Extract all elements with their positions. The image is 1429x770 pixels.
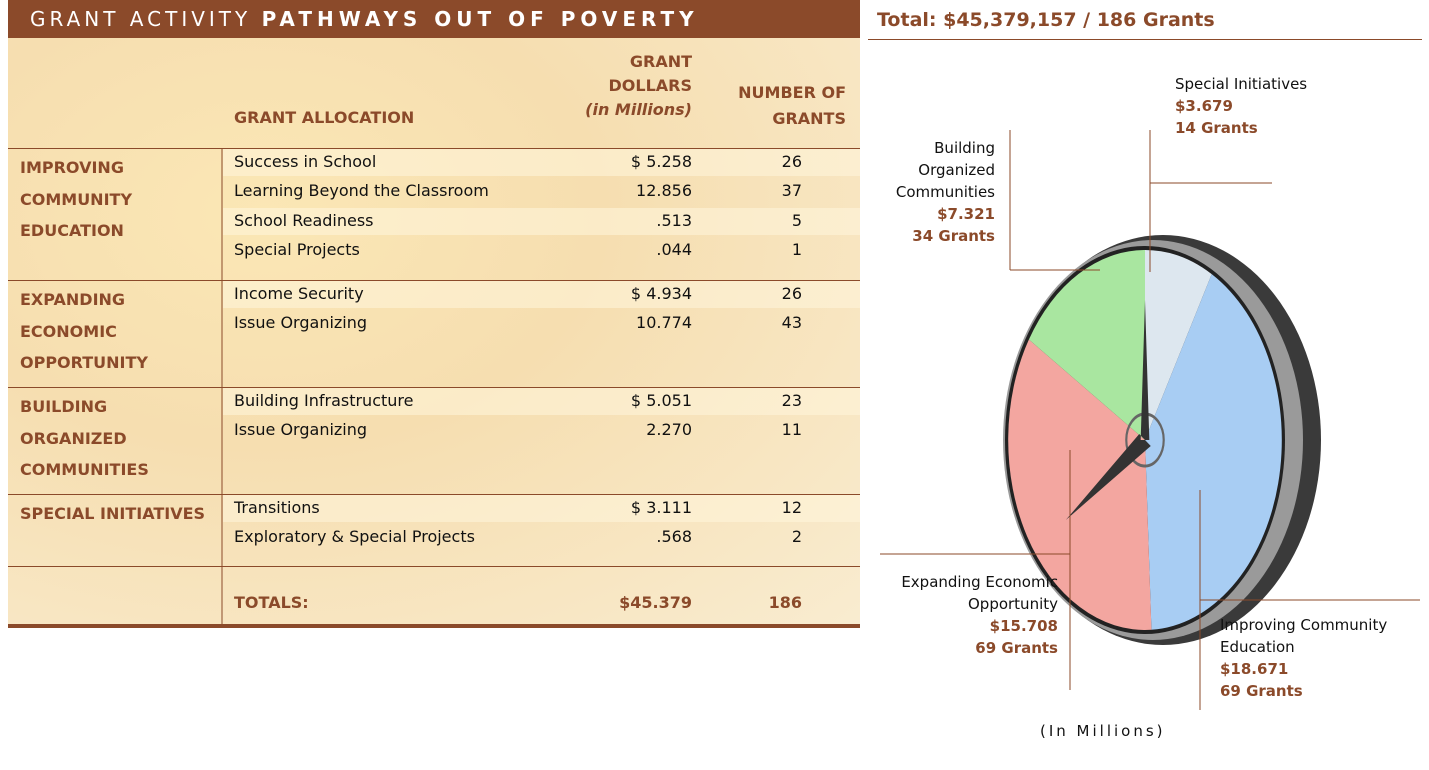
header-title: GRANT ACTIVITY PATHWAYS OUT OF POVERTY — [30, 7, 699, 31]
allocation: Exploratory & Special Projects — [234, 527, 475, 547]
grants: 26 — [781, 284, 802, 303]
slice-grants: 69 Grants — [975, 639, 1058, 657]
total: Total: $45,379,157 / 186 Grants — [877, 9, 1215, 31]
dollars: 2.270 — [646, 420, 692, 440]
title-bold: PATHWAYS OUT OF POVERTY — [261, 7, 699, 31]
pie-slice — [1145, 274, 1282, 630]
pie — [1008, 250, 1282, 630]
slice-category: Expanding Economic Opportunity — [901, 573, 1058, 613]
allocation: Issue Organizing — [234, 313, 368, 333]
slice-value: $15.708 — [989, 617, 1058, 635]
header-bar — [8, 0, 860, 38]
allocation: Success in School — [234, 152, 377, 171]
grants: 43 — [781, 313, 802, 333]
dollars: $ 3.111 — [630, 498, 692, 517]
dollars: $ 4.934 — [630, 284, 692, 303]
allocation: Special Projects — [234, 239, 360, 259]
allocation: Building Infrastructure — [234, 391, 414, 410]
row-stripe — [223, 207, 860, 235]
header-rule — [868, 39, 1422, 40]
compass-needle — [1065, 300, 1151, 520]
col-dollars: GRANT DOLLARS (in Millions) — [580, 50, 692, 122]
slice-category: Building Organized Communities — [895, 139, 995, 201]
table-background — [8, 38, 860, 624]
row-rule — [8, 387, 860, 388]
pie-slice — [1145, 250, 1212, 440]
group-label: BUILDING ORGANIZED COMMUNITIES — [20, 397, 149, 479]
grants: 26 — [781, 152, 802, 171]
title-light: GRANT ACTIVITY — [30, 7, 252, 31]
row-stripe — [223, 149, 860, 176]
slice-label: Expanding Economic Opportunity $15.708 69 … — [858, 571, 1058, 659]
row-rule — [8, 148, 860, 149]
grants: 1 — [791, 239, 802, 259]
allocation: School Readiness — [234, 210, 374, 230]
col-allocation: GRANT ALLOCATION — [234, 108, 415, 127]
pie-slice — [1028, 250, 1145, 440]
slice-label: Special Initiatives $3.679 14 Grants — [1175, 73, 1375, 139]
col-grants: NUMBER OF GRANTS — [738, 83, 846, 128]
dollars: .568 — [656, 527, 692, 547]
grants: 23 — [781, 391, 802, 410]
slice-label: Improving Community Education $18.671 69 G… — [1220, 614, 1420, 702]
row-stripe — [223, 495, 860, 522]
row-rule — [8, 280, 860, 281]
slice-category: Improving Community Education — [1220, 616, 1388, 656]
dollars: .513 — [656, 210, 692, 230]
dollars: 12.856 — [636, 181, 692, 201]
allocation: Income Security — [234, 284, 364, 303]
row-stripe — [223, 281, 860, 308]
grants: 2 — [791, 527, 802, 547]
group-label: SPECIAL INITIATIVES — [20, 504, 206, 523]
totals-dollars: $45.379 — [619, 593, 692, 612]
dollars: $ 5.258 — [630, 152, 692, 171]
grants: 11 — [781, 420, 802, 440]
dollars: $ 5.051 — [630, 391, 692, 410]
dollars: .044 — [656, 239, 692, 259]
slice-value: $3.679 — [1175, 97, 1233, 115]
row-rule — [8, 624, 860, 628]
grants: 37 — [781, 181, 802, 201]
group-label: EXPANDING ECONOMIC OPPORTUNITY — [20, 290, 149, 372]
group-label: IMPROVING COMMUNITY EDUCATION — [20, 158, 133, 240]
col-dollars-text: GRANT DOLLARS — [608, 52, 693, 95]
slice-label: Building Organized Communities $7.321 34 G… — [895, 137, 995, 247]
pie-slice — [1008, 339, 1152, 630]
dollars: 10.774 — [636, 313, 692, 333]
note: (In Millions) — [1040, 722, 1166, 740]
slice-grants: 14 Grants — [1175, 119, 1258, 137]
row-rule — [8, 566, 860, 567]
allocation: Learning Beyond the Classroom — [234, 181, 489, 201]
slice-category: Special Initiatives — [1175, 75, 1308, 93]
slice-value: $7.321 — [937, 205, 995, 223]
grants: 5 — [791, 210, 802, 230]
slice-grants: 34 Grants — [912, 227, 995, 245]
slice-grants: 69 Grants — [1220, 682, 1303, 700]
col-dollars-note: (in Millions) — [585, 100, 692, 119]
totals-label: TOTALS: — [234, 593, 309, 612]
row-stripe — [223, 388, 860, 415]
allocation: Issue Organizing — [234, 420, 368, 440]
row-rule — [8, 494, 860, 495]
totals-grants: 186 — [768, 593, 802, 612]
allocation: Transitions — [234, 498, 320, 517]
grants: 12 — [781, 498, 802, 517]
slice-value: $18.671 — [1220, 660, 1289, 678]
